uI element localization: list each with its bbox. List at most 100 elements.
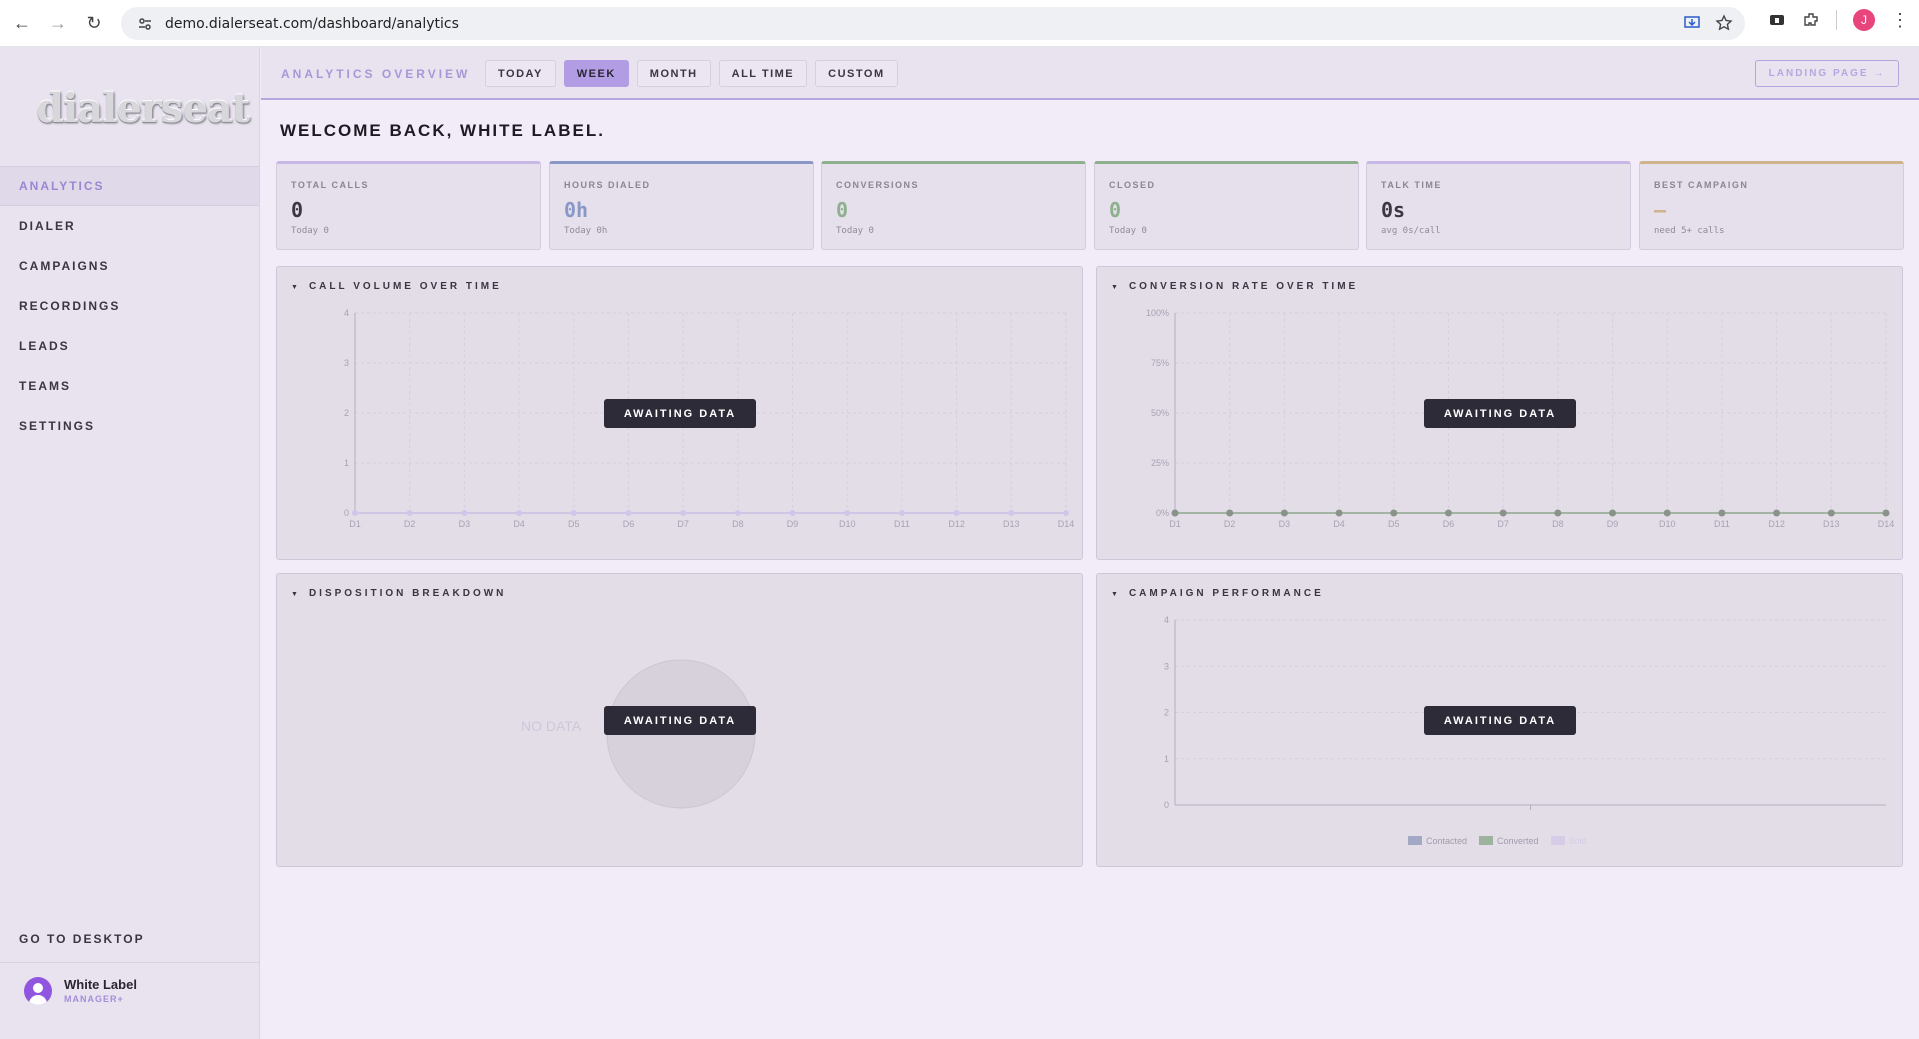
brand-logo[interactable]: dialerseat <box>36 85 250 132</box>
stat-label: HOURS DIALED <box>564 180 651 190</box>
sidebar-item-analytics[interactable]: ANALYTICS <box>0 166 259 206</box>
install-app-icon[interactable] <box>1683 14 1701 32</box>
tab-all-time[interactable]: ALL TIME <box>718 60 808 87</box>
stat-card-talk-time: TALK TIME 0s avg 0s/call <box>1366 161 1631 250</box>
x-tick-label: D3 <box>459 519 471 529</box>
panel-title-text: CALL VOLUME OVER TIME <box>308 281 502 292</box>
back-icon[interactable]: ← <box>13 12 31 33</box>
y-tick-label: 4 <box>344 308 349 318</box>
panel-title[interactable]: ▼ DISPOSITION BREAKDOWN <box>291 588 506 599</box>
x-tick-label: D14 <box>1058 519 1075 529</box>
data-point <box>789 510 796 516</box>
sidebar-item-settings[interactable]: SETTINGS <box>19 419 96 433</box>
collapse-caret-icon: ▼ <box>291 284 301 291</box>
data-point <box>844 510 851 516</box>
awaiting-data-badge: AWAITING DATA <box>1424 399 1576 428</box>
panel-title-text: CAMPAIGN PERFORMANCE <box>1128 588 1324 599</box>
data-point <box>625 510 632 516</box>
tab-custom[interactable]: CUSTOM <box>815 60 898 87</box>
x-tick-label: D8 <box>1552 519 1564 529</box>
reload-icon[interactable]: ↻ <box>86 12 102 33</box>
panel-title[interactable]: ▼ CALL VOLUME OVER TIME <box>291 281 502 292</box>
legend-item-converted[interactable]: Converted <box>1479 836 1539 846</box>
data-point <box>516 510 523 516</box>
x-tick-label: D5 <box>568 519 580 529</box>
y-tick-label: 0 <box>1164 800 1169 810</box>
sidebar-item-leads[interactable]: LEADS <box>19 339 70 353</box>
user-avatar-icon <box>24 977 52 1005</box>
data-point <box>898 510 905 516</box>
panel-title-text: DISPOSITION BREAKDOWN <box>308 588 507 599</box>
browser-toolbar: ← → ↻ demo.dialerseat.com/dashboard/anal… <box>0 0 1919 47</box>
collapse-caret-icon: ▼ <box>291 591 301 598</box>
y-tick-label: 0 <box>344 508 349 518</box>
stat-sub: Today 0h <box>564 226 608 236</box>
data-point <box>352 510 358 516</box>
data-point <box>1171 509 1179 517</box>
collapse-caret-icon: ▼ <box>1111 591 1121 598</box>
y-tick-label: 100% <box>1146 308 1169 318</box>
stat-card-closed: CLOSED 0 Today 0 <box>1094 161 1359 250</box>
data-point <box>1718 509 1726 517</box>
menu-icon[interactable]: ⋮ <box>1891 10 1909 30</box>
y-tick-label: 1 <box>344 458 349 468</box>
user-profile[interactable]: White Label MANAGER+ <box>0 962 259 1039</box>
user-name: White Label <box>64 977 137 992</box>
x-tick-label: D2 <box>1224 519 1236 529</box>
panel-title[interactable]: ▼ CONVERSION RATE OVER TIME <box>1111 281 1358 292</box>
data-point <box>1827 509 1835 517</box>
extensions-icon[interactable] <box>1802 11 1820 29</box>
y-tick-label: 2 <box>344 408 349 418</box>
x-tick-label: D2 <box>404 519 416 529</box>
tab-today[interactable]: TODAY <box>485 60 556 87</box>
x-tick-label: D7 <box>1497 519 1509 529</box>
campaign-performance-panel: 0 1 2 3 4 ▼ CAMPAIGN PERFORMANCE AWAITING DAT… <box>1096 573 1903 867</box>
x-tick-label: D13 <box>1823 519 1840 529</box>
legend-item-sold[interactable]: Sold <box>1550 836 1587 846</box>
x-tick-label: D13 <box>1003 519 1020 529</box>
go-to-desktop-link[interactable]: GO TO DESKTOP <box>19 932 145 946</box>
bookmark-star-icon[interactable] <box>1715 14 1733 32</box>
page-title: WELCOME BACK, WHITE LABEL. <box>280 121 605 140</box>
x-tick-label: D1 <box>1169 519 1181 529</box>
url-text: demo.dialerseat.com/dashboard/analytics <box>165 15 459 32</box>
x-tick-label: D10 <box>839 519 856 529</box>
y-tick-label: 3 <box>344 358 349 368</box>
profile-avatar[interactable]: J <box>1853 9 1875 31</box>
x-tick-label: D3 <box>1279 519 1291 529</box>
data-point <box>1008 510 1015 516</box>
data-point <box>461 510 468 516</box>
legend-item-contacted[interactable]: Contacted <box>1408 836 1467 846</box>
toolbar-divider <box>1836 10 1837 30</box>
data-point <box>734 510 741 516</box>
site-settings-icon[interactable] <box>131 16 159 32</box>
data-point <box>1882 509 1890 517</box>
x-tick-label: D11 <box>894 519 910 529</box>
stat-label: TOTAL CALLS <box>291 180 369 190</box>
call-volume-panel: 0 1 2 3 4 D1 D2 D3 D4 D5 D6 D7 D8 D9 D10 D11 D12 D13 D14 ▼… <box>276 266 1083 560</box>
x-tick-label: D12 <box>948 519 965 529</box>
stat-sub: avg 0s/call <box>1381 226 1441 236</box>
sidebar-item-teams[interactable]: TEAMS <box>19 379 71 393</box>
tab-month[interactable]: MONTH <box>636 60 711 87</box>
forward-icon[interactable]: → <box>49 12 67 33</box>
sidebar-item-recordings[interactable]: RECORDINGS <box>19 299 121 313</box>
no-data-label: NO DATA <box>521 718 582 734</box>
landing-page-button[interactable]: LANDING PAGE → <box>1755 60 1899 87</box>
x-tick-label: D4 <box>513 519 525 529</box>
media-icon[interactable] <box>1768 11 1786 29</box>
data-point <box>953 510 960 516</box>
x-tick-label: D11 <box>1714 519 1730 529</box>
sidebar-item-dialer[interactable]: DIALER <box>19 219 76 233</box>
x-tick-label: D7 <box>677 519 689 529</box>
panel-title[interactable]: ▼ CAMPAIGN PERFORMANCE <box>1111 588 1324 599</box>
data-point <box>1609 509 1617 517</box>
sidebar-item-campaigns[interactable]: CAMPAIGNS <box>19 259 110 273</box>
awaiting-data-badge: AWAITING DATA <box>1424 706 1576 735</box>
tab-week[interactable]: WEEK <box>563 60 629 87</box>
data-point <box>1773 509 1781 517</box>
disposition-panel: ▼ DISPOSITION BREAKDOWN NO DATA AWAITING … <box>276 573 1083 867</box>
awaiting-data-badge: AWAITING DATA <box>604 399 756 428</box>
address-bar[interactable]: demo.dialerseat.com/dashboard/analytics <box>121 7 1745 40</box>
data-point <box>570 510 577 516</box>
